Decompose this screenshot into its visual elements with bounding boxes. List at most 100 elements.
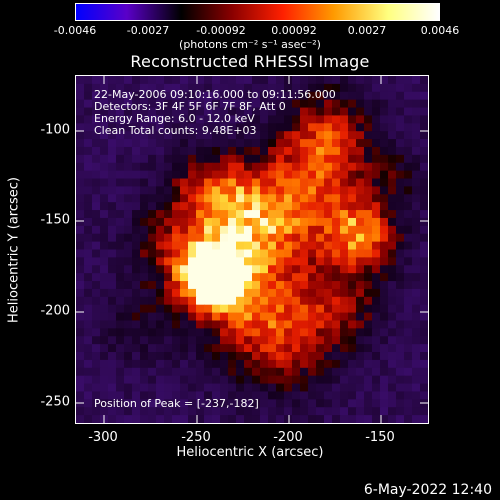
image-pixel [156,154,165,164]
image-pixel [276,217,285,227]
image-pixel [124,146,133,156]
image-pixel [364,281,373,290]
image-pixel [396,99,405,109]
image-pixel [132,352,141,361]
image-pixel [108,415,117,423]
image-pixel [372,83,381,93]
image-pixel [380,131,389,140]
image-pixel [204,91,213,101]
image-pixel [380,415,389,423]
image-pixel [164,415,173,423]
image-pixel [372,99,381,109]
image-pixel [164,312,173,322]
image-pixel [100,312,109,322]
image-pixel [324,296,333,306]
image-pixel [188,383,197,393]
image-pixel [228,407,237,416]
image-pixel [84,107,93,117]
image-pixel [396,328,405,337]
image-pixel [76,91,85,101]
image-pixel [268,210,277,219]
image-pixel [132,210,141,219]
image-pixel [380,154,389,164]
image-pixel [236,225,245,235]
image-pixel [132,186,141,195]
image-pixel [340,312,349,322]
image-pixel [140,359,149,369]
image-pixel [84,194,93,203]
image-pixel [196,83,205,93]
image-pixel [244,99,253,109]
image-pixel [420,91,428,101]
image-pixel [316,375,325,385]
image-pixel [76,225,85,235]
image-pixel [300,391,309,400]
image-pixel [364,383,373,393]
image-pixel [180,241,189,251]
image-pixel [252,146,261,156]
image-pixel [396,217,405,227]
image-pixel [300,76,309,85]
image-pixel [340,383,349,393]
image-pixel [164,241,173,251]
image-pixel [404,304,413,314]
image-pixel [396,162,405,172]
image-pixel [116,170,125,180]
image-pixel [324,320,333,329]
image-pixel [180,265,189,274]
image-pixel [180,162,189,172]
image-pixel [172,83,181,93]
image-pixel [412,407,421,416]
image-pixel [92,336,101,345]
image-pixel [404,359,413,369]
image-pixel [292,115,301,124]
image-pixel [204,312,213,322]
image-pixel [100,170,109,180]
image-pixel [412,257,421,266]
image-pixel [156,131,165,140]
image-pixel [268,407,277,416]
image-pixel [348,146,357,156]
image-pixel [204,265,213,274]
image-pixel [308,359,317,369]
image-pixel [212,257,221,266]
image-pixel [364,186,373,195]
image-pixel [420,76,428,85]
image-pixel [124,281,133,290]
image-pixel [164,320,173,329]
image-pixel [364,336,373,345]
image-pixel [276,115,285,124]
image-pixel [252,154,261,164]
image-pixel [228,359,237,369]
image-pixel [156,186,165,195]
image-pixel [404,352,413,361]
image-pixel [412,170,421,180]
image-pixel [196,225,205,235]
image-pixel [76,383,85,393]
image-pixel [212,391,221,400]
image-pixel [324,115,333,124]
image-pixel [276,233,285,243]
image-pixel [260,154,269,164]
image-pixel [148,328,157,337]
image-pixel [412,146,421,156]
image-pixel [180,257,189,266]
image-pixel [252,139,261,148]
image-pixel [92,257,101,266]
image-pixel [380,336,389,345]
image-pixel [132,312,141,322]
image-pixel [308,249,317,258]
image-pixel [140,367,149,377]
image-pixel [356,257,365,266]
image-pixel [124,107,133,117]
image-pixel [220,344,229,353]
image-pixel [372,225,381,235]
image-pixel [260,225,269,235]
image-pixel [388,367,397,377]
image-pixel [148,257,157,266]
image-pixel [388,233,397,243]
image-pixel [340,344,349,353]
image-pixel [228,304,237,314]
image-pixel [420,115,428,124]
image-pixel [172,296,181,306]
